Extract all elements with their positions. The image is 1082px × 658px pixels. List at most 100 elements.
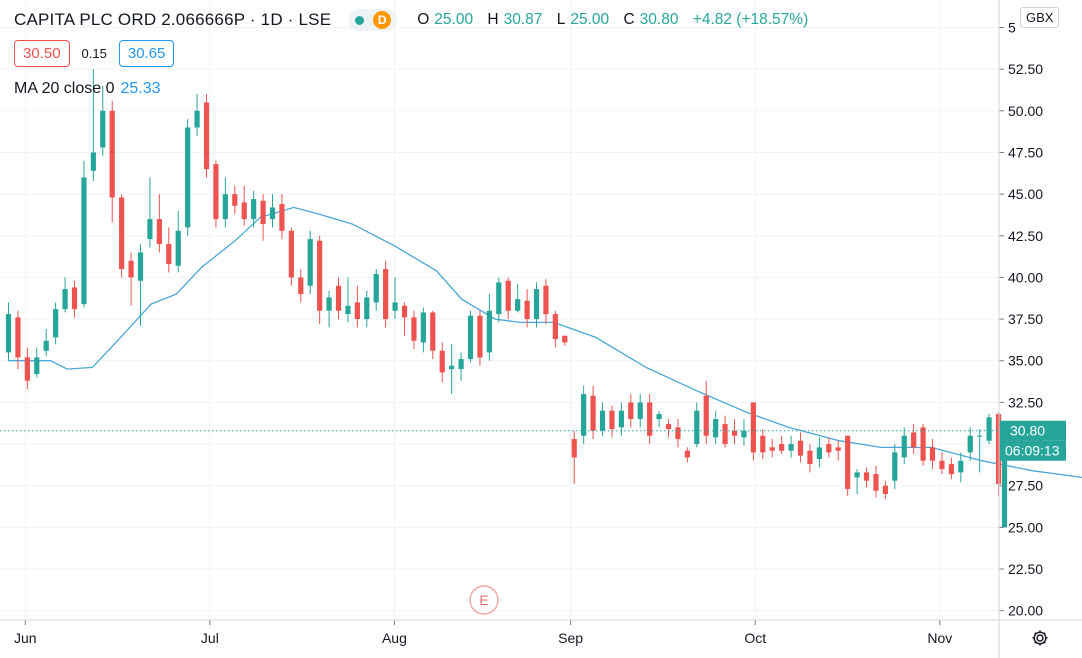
- candle: [185, 119, 191, 236]
- candle-body: [383, 269, 389, 320]
- candle-body: [533, 289, 540, 320]
- candle-body: [90, 152, 96, 171]
- candle-body: [326, 297, 332, 311]
- x-tick-label: Aug: [382, 630, 407, 646]
- candle-body: [307, 239, 313, 286]
- candle: [863, 467, 870, 488]
- candle-body: [911, 432, 917, 448]
- candle-body: [15, 317, 21, 358]
- candle: [147, 177, 153, 248]
- earnings-marker-label: E: [479, 592, 488, 608]
- candle-body: [100, 110, 106, 148]
- candle: [354, 285, 360, 328]
- candle-body: [901, 435, 907, 458]
- ohlc-close-key: C: [623, 11, 635, 28]
- candle: [109, 100, 115, 223]
- candle: [307, 230, 313, 295]
- candle: [345, 277, 351, 323]
- ohlc-change: +4.82 (+18.57%): [692, 11, 809, 28]
- candle-body: [854, 472, 860, 478]
- candle-body: [750, 402, 756, 453]
- y-tick-label: 42.50: [1008, 228, 1043, 244]
- y-tick-label: 5: [1008, 20, 1016, 36]
- buy-button[interactable]: 30.65: [118, 40, 175, 67]
- candle-body: [392, 302, 398, 311]
- candle-body: [779, 444, 785, 451]
- candle-body: [515, 299, 521, 311]
- y-tick-label: 22.50: [1008, 561, 1043, 577]
- candle: [967, 427, 973, 461]
- currency-button[interactable]: GBX: [1020, 7, 1060, 28]
- candle-body: [731, 430, 738, 436]
- candle-body: [967, 435, 973, 453]
- candle: [807, 444, 813, 473]
- candle-body: [34, 357, 40, 375]
- candle-body: [203, 102, 210, 170]
- candle: [5, 302, 12, 361]
- candle: [703, 380, 709, 445]
- candle-body: [477, 315, 483, 358]
- candle: [552, 310, 558, 348]
- gear-icon[interactable]: [1030, 628, 1050, 648]
- candle: [958, 452, 964, 483]
- candle: [486, 294, 492, 361]
- candle-body: [53, 309, 59, 338]
- candle: [628, 394, 634, 428]
- y-tick-label: 47.50: [1008, 144, 1043, 160]
- ohlc-high-key: H: [487, 11, 499, 28]
- candle: [571, 430, 577, 485]
- ma-legend[interactable]: MA 20 close 0 25.33: [14, 80, 161, 98]
- candle: [128, 252, 134, 306]
- candle: [100, 85, 106, 156]
- candle: [929, 439, 936, 470]
- candle-body: [109, 110, 115, 198]
- candle-body: [703, 395, 709, 436]
- candle-body: [760, 435, 766, 453]
- candle: [618, 402, 624, 436]
- candle-body: [335, 285, 342, 311]
- candle-body: [345, 305, 351, 315]
- candle: [298, 269, 304, 303]
- candle-body: [675, 427, 681, 440]
- candle-body: [364, 297, 370, 320]
- candle-body: [571, 439, 577, 458]
- delayed-badge: D: [373, 11, 392, 29]
- y-tick-label: 37.50: [1008, 311, 1043, 327]
- y-tick-label: 20.00: [1008, 603, 1043, 619]
- candle-body: [260, 200, 266, 225]
- candle: [203, 94, 210, 178]
- candle: [373, 269, 379, 311]
- candle: [713, 410, 719, 445]
- countdown-label: 06:09:13: [1005, 443, 1060, 459]
- candle: [241, 185, 247, 226]
- y-tick-label: 52.50: [1008, 61, 1043, 77]
- candle-body: [524, 300, 530, 320]
- event-marker[interactable]: E: [469, 585, 499, 615]
- candle: [317, 235, 323, 325]
- candle: [156, 194, 162, 253]
- sell-button[interactable]: 30.50: [14, 40, 70, 67]
- candle: [722, 415, 728, 448]
- y-tick-label: 25.00: [1008, 519, 1043, 535]
- candle: [920, 424, 926, 466]
- candle-body: [581, 394, 587, 436]
- candle: [826, 437, 832, 458]
- candle: [694, 402, 700, 448]
- candle: [364, 290, 370, 328]
- candle: [383, 260, 389, 328]
- candle: [750, 402, 756, 461]
- candle: [939, 452, 945, 475]
- symbol-title: CAPITA PLC ORD 2.066666P · 1D · LSE: [14, 10, 332, 29]
- candle: [279, 194, 285, 240]
- candle: [977, 429, 983, 473]
- market-status[interactable]: D: [349, 9, 398, 31]
- x-tick-label: Oct: [744, 630, 766, 646]
- candle: [222, 177, 228, 228]
- candle-body: [449, 365, 455, 370]
- ohlc-low-key: L: [556, 11, 566, 28]
- candle: [496, 277, 502, 323]
- candle: [769, 439, 775, 458]
- candle-body: [797, 440, 804, 456]
